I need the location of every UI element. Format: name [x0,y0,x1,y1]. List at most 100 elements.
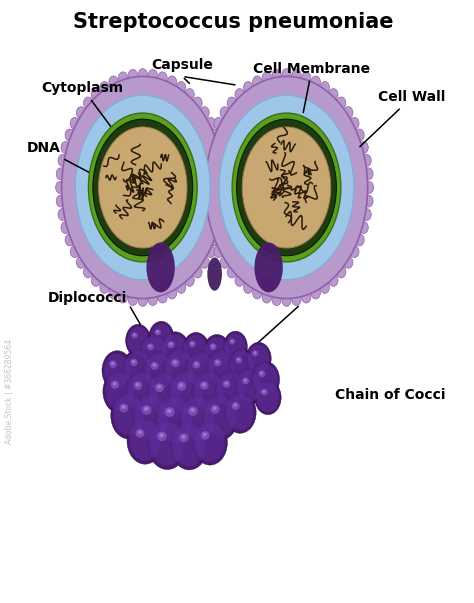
Circle shape [61,142,70,153]
Ellipse shape [252,350,258,356]
Circle shape [282,69,291,81]
Ellipse shape [234,403,237,407]
Circle shape [355,234,364,246]
Circle shape [70,245,80,257]
Ellipse shape [155,383,164,392]
Ellipse shape [189,341,196,347]
Ellipse shape [136,397,169,440]
Ellipse shape [142,405,152,415]
Ellipse shape [242,377,249,384]
Circle shape [100,282,109,294]
Ellipse shape [182,435,186,439]
Circle shape [227,266,237,278]
Ellipse shape [173,425,205,466]
Circle shape [362,154,371,166]
Circle shape [355,129,364,141]
Ellipse shape [111,362,114,365]
Circle shape [206,118,215,130]
Circle shape [167,287,177,299]
Ellipse shape [171,373,203,415]
Circle shape [359,142,368,153]
Ellipse shape [263,390,265,393]
Ellipse shape [113,396,144,435]
Ellipse shape [205,397,236,437]
Ellipse shape [111,380,119,389]
Circle shape [220,107,229,119]
Text: Chain of Cocci: Chain of Cocci [335,388,446,402]
Ellipse shape [171,359,179,367]
Circle shape [118,72,128,84]
Ellipse shape [163,335,188,367]
Circle shape [214,118,223,130]
Ellipse shape [113,382,117,385]
Ellipse shape [102,351,133,390]
Circle shape [350,245,359,257]
Circle shape [311,76,320,88]
Circle shape [320,282,329,294]
Ellipse shape [188,355,214,388]
Ellipse shape [131,332,138,338]
Ellipse shape [182,398,215,441]
Circle shape [244,81,253,93]
Circle shape [365,182,374,194]
Ellipse shape [103,370,137,413]
Ellipse shape [156,330,159,333]
Circle shape [215,221,225,233]
Circle shape [262,72,272,84]
Ellipse shape [158,398,192,443]
Circle shape [220,168,229,180]
Ellipse shape [121,405,126,409]
Ellipse shape [225,382,228,385]
Circle shape [100,81,109,93]
Circle shape [138,69,147,81]
Circle shape [61,221,70,233]
Circle shape [200,107,209,119]
Ellipse shape [216,361,219,364]
Circle shape [202,209,211,221]
Ellipse shape [147,343,154,350]
Circle shape [220,195,229,207]
Circle shape [58,209,67,221]
Ellipse shape [194,374,224,412]
Ellipse shape [232,402,240,410]
Ellipse shape [244,379,247,382]
Ellipse shape [226,333,246,359]
Circle shape [329,274,338,286]
Ellipse shape [125,352,151,385]
Circle shape [235,89,244,101]
Circle shape [158,291,167,303]
Ellipse shape [203,335,231,370]
Ellipse shape [179,384,183,387]
Ellipse shape [93,119,192,256]
Ellipse shape [99,127,187,248]
Ellipse shape [123,349,154,388]
Ellipse shape [261,389,267,396]
Ellipse shape [191,370,227,415]
Ellipse shape [133,333,136,336]
Ellipse shape [179,433,189,443]
Ellipse shape [192,420,228,465]
Ellipse shape [202,393,238,440]
Circle shape [91,274,100,286]
Ellipse shape [231,351,254,380]
Circle shape [253,76,262,88]
Ellipse shape [223,380,230,388]
Ellipse shape [254,364,277,395]
Circle shape [272,69,281,81]
Circle shape [176,282,186,294]
Ellipse shape [119,403,128,412]
Circle shape [235,274,244,286]
Ellipse shape [236,357,242,364]
Circle shape [56,195,65,207]
Ellipse shape [194,362,198,365]
Ellipse shape [161,332,190,370]
Circle shape [244,282,253,294]
Ellipse shape [136,429,145,438]
Circle shape [362,209,371,221]
Ellipse shape [163,349,197,391]
Ellipse shape [254,352,256,354]
Circle shape [65,129,74,141]
Ellipse shape [109,361,117,368]
Ellipse shape [213,406,217,410]
Circle shape [158,72,167,84]
